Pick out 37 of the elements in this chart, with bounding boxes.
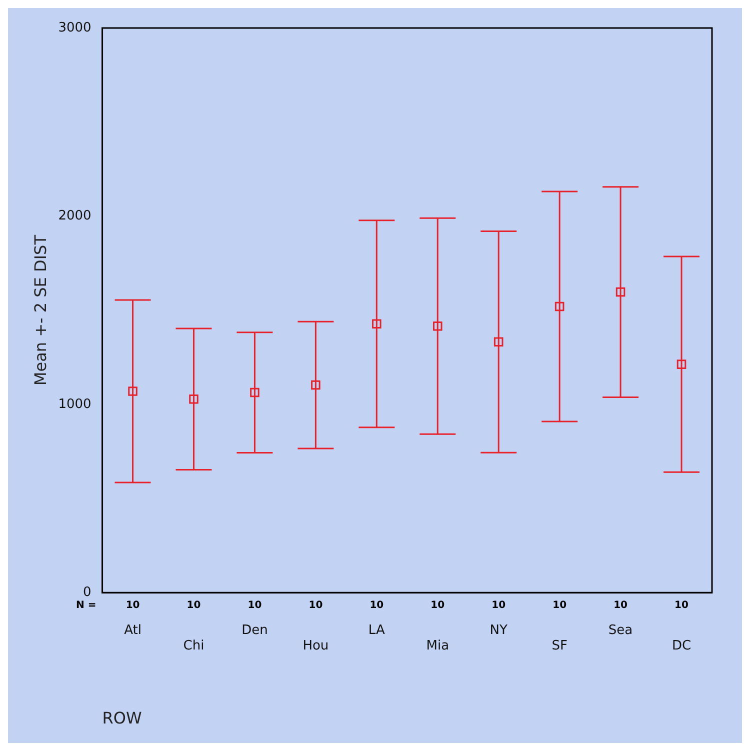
x-tick-label: SF bbox=[552, 638, 568, 654]
text: 10 bbox=[248, 600, 262, 612]
x-tick-label: Mia bbox=[426, 638, 450, 654]
text: 10 bbox=[430, 600, 445, 612]
y-axis-title: Mean +- 2 SE DIST bbox=[30, 234, 50, 386]
x-tick-label: LA bbox=[368, 622, 385, 638]
text: 10 bbox=[370, 600, 384, 612]
y-tick-label: 3000 bbox=[58, 20, 92, 36]
x-tick-label: Sea bbox=[608, 622, 633, 638]
text: N = bbox=[76, 600, 96, 612]
text: 10 bbox=[492, 600, 506, 612]
point bbox=[311, 380, 320, 390]
x-axis-title: ROW bbox=[102, 708, 142, 728]
text: 10 bbox=[552, 600, 567, 612]
point bbox=[372, 319, 382, 328]
x-tick-label: DC bbox=[672, 638, 692, 654]
point bbox=[616, 287, 626, 297]
text: 10 bbox=[186, 600, 201, 612]
point bbox=[250, 388, 260, 398]
y-tick-label: 0 bbox=[83, 584, 92, 600]
x-tick-label: Chi bbox=[183, 638, 204, 654]
point bbox=[189, 394, 198, 404]
point bbox=[676, 360, 686, 369]
point bbox=[494, 337, 504, 347]
point bbox=[432, 321, 442, 331]
text: 10 bbox=[674, 600, 689, 612]
y-tick-label: 1000 bbox=[58, 396, 92, 412]
y-tick-label: 2000 bbox=[58, 208, 92, 224]
point bbox=[554, 302, 564, 312]
text: 10 bbox=[308, 600, 323, 612]
point bbox=[128, 386, 138, 396]
x-tick-label: Atl bbox=[124, 622, 142, 638]
text: 10 bbox=[126, 600, 140, 612]
x-tick-label: Den bbox=[242, 622, 268, 638]
x-tick-label: Hou bbox=[302, 638, 329, 654]
x-tick-label: NY bbox=[490, 622, 508, 638]
text: 10 bbox=[614, 600, 628, 612]
